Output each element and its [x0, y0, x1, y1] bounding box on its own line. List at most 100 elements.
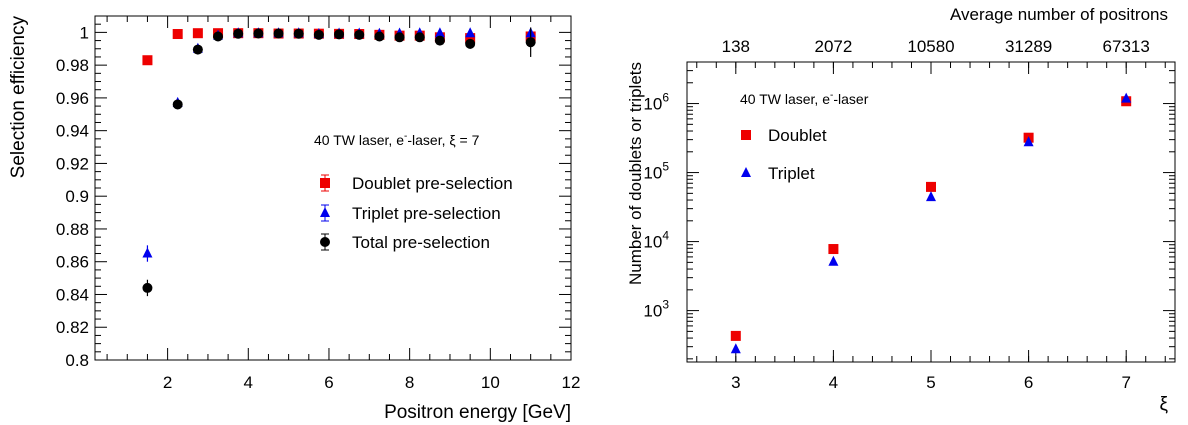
triplet-point	[828, 255, 839, 266]
triplet-point	[434, 27, 445, 38]
y-tick-label: 0.84	[56, 285, 89, 304]
total-point	[465, 38, 476, 49]
doublet-point	[142, 55, 153, 66]
total-point	[142, 282, 153, 293]
y-tick-base: 10	[643, 302, 662, 321]
annotation-suffix: -laser	[833, 91, 868, 107]
top-tick-label: 138	[722, 37, 750, 56]
y-tick-exponent: 3	[662, 298, 669, 312]
top-tick-label: 31289	[1005, 37, 1052, 56]
triplet-legend-label: Triplet pre-selection	[352, 204, 501, 223]
legend: Doublet pre-selection Triplet pre-selecti…	[320, 174, 513, 252]
total-point	[394, 32, 405, 43]
total-point	[414, 32, 425, 43]
triplet-point	[465, 27, 476, 38]
y-tick-label: 0.8	[65, 351, 89, 370]
total-point	[192, 44, 203, 55]
top-axis-label: Average number of positrons	[950, 5, 1168, 24]
y-tick-label: 0.9	[65, 187, 89, 206]
x-tick-label: 10	[481, 373, 500, 392]
total-legend-label: Total pre-selection	[352, 233, 490, 252]
annotation-sup: -	[404, 131, 407, 142]
x-tick-label: 6	[1024, 373, 1033, 392]
total-legend-marker	[320, 237, 330, 247]
x-tick-label: 12	[562, 373, 581, 392]
y-tick-label: 104	[643, 229, 669, 252]
triplet-point	[1121, 92, 1132, 103]
triplet-point	[142, 247, 153, 258]
total-point	[374, 31, 385, 42]
annotation-prefix: 40 TW laser, e	[314, 132, 404, 148]
y-tick-label: 0.98	[56, 56, 89, 75]
triplet-point	[730, 343, 741, 354]
y-axis-label: Selection efficiency	[8, 16, 29, 179]
triplet-point	[926, 191, 936, 202]
total-point	[354, 29, 365, 40]
y-tick-base: 10	[643, 164, 662, 183]
y-tick-exponent: 4	[662, 229, 669, 243]
x-tick-label: 2	[163, 373, 172, 392]
x-tick-label: 8	[405, 373, 414, 392]
x-tick-label: 5	[926, 373, 935, 392]
y-tick-label: 0.86	[56, 253, 89, 272]
total-point	[313, 29, 324, 40]
x-tick-label: 7	[1121, 373, 1130, 392]
triplet-legend-marker	[320, 207, 330, 217]
x-tick-label: 3	[731, 373, 740, 392]
triplet-legend-label: Triplet	[768, 164, 815, 183]
doublet-point	[926, 181, 936, 192]
total-point	[253, 28, 264, 39]
y-tick-label: 105	[643, 160, 669, 183]
total-point	[172, 99, 183, 110]
doublet-legend-marker	[741, 130, 751, 140]
y-tick-label: 0.96	[56, 89, 89, 108]
y-tick-label: 106	[643, 91, 669, 114]
total-point	[293, 28, 304, 39]
y-tick-label: 0.92	[56, 154, 89, 173]
total-point	[525, 37, 536, 48]
triplet-legend-marker	[741, 167, 751, 177]
annotation: 40 TW laser, e--laser, ξ = 7	[314, 131, 480, 148]
y-axis-label: Number of doublets or triplets	[626, 62, 645, 285]
doublet-legend-label: Doublet	[768, 126, 827, 145]
annotation-sup: -	[830, 90, 833, 101]
top-tick-label: 67313	[1103, 37, 1150, 56]
top-tick-label: 2072	[814, 37, 852, 56]
x-axis-label: ξ	[1159, 394, 1168, 415]
total-point	[233, 28, 244, 39]
doublet-point	[828, 244, 839, 255]
efficiency-panel: 0.80.820.840.860.880.90.920.940.960.981 …	[8, 15, 581, 423]
y-tick-base: 10	[643, 233, 662, 252]
doublet-point	[172, 29, 183, 40]
annotation: 40 TW laser, e--laser	[740, 90, 869, 107]
y-tick-label: 0.88	[56, 220, 89, 239]
triplet-point	[1023, 136, 1034, 147]
y-tick-exponent: 5	[662, 160, 669, 174]
annotation-prefix: 40 TW laser, e	[740, 91, 830, 107]
x-tick-label: 4	[244, 373, 253, 392]
y-tick-label: 0.82	[56, 318, 89, 337]
doublet-legend-label: Doublet pre-selection	[352, 174, 513, 193]
y-tick-base: 10	[643, 95, 662, 114]
x-axis-label: Positron energy [GeV]	[384, 402, 571, 423]
total-point	[273, 28, 284, 39]
doublet-point	[730, 330, 741, 341]
total-point	[434, 35, 445, 46]
y-tick-label: 1	[80, 23, 89, 42]
doublet-point	[192, 28, 203, 39]
doublet-legend-marker	[320, 178, 330, 188]
total-point	[334, 29, 345, 40]
x-tick-label: 6	[324, 373, 333, 392]
annotation-suffix: -laser, ξ = 7	[407, 132, 479, 148]
x-tick-label: 4	[829, 373, 838, 392]
total-point	[213, 31, 224, 42]
plot-frame	[686, 61, 1176, 363]
doublet-point	[465, 33, 476, 44]
y-tick-exponent: 6	[662, 91, 669, 105]
y-tick-label: 0.94	[56, 122, 89, 141]
legend: Doublet Triplet	[741, 126, 827, 183]
top-tick-label: 10580	[907, 37, 954, 56]
y-tick-label: 103	[643, 298, 669, 321]
